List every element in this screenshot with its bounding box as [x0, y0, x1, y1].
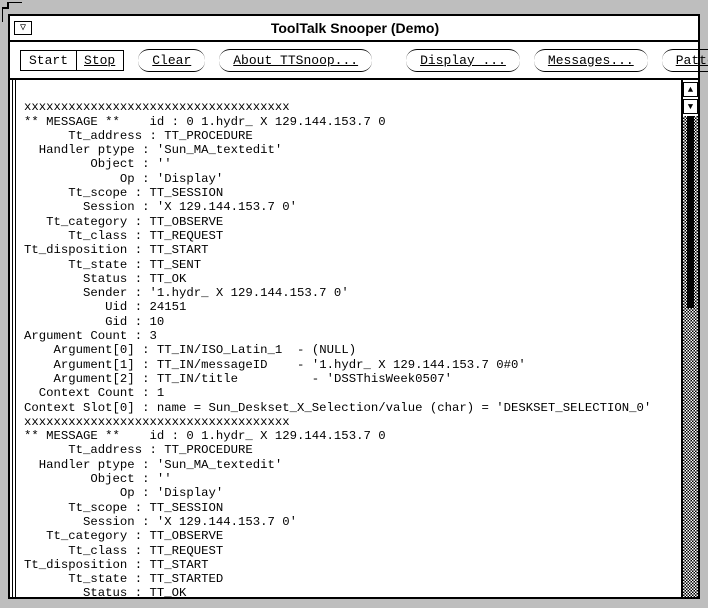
message-field-0-5: Session : 'X 129.144.153.7 0'	[24, 200, 297, 214]
title-bar: ▽ ToolTalk Snooper (Demo)	[10, 16, 698, 42]
message-field-1-4: Tt_scope : TT_SESSION	[24, 501, 223, 515]
scrollbar-track[interactable]	[683, 116, 698, 597]
message-field-1-5: Session : 'X 129.144.153.7 0'	[24, 515, 297, 529]
message-field-0-11: Sender : '1.hydr_ X 129.144.153.7 0'	[24, 286, 349, 300]
message-field-1-8: Tt_disposition : TT_START	[24, 558, 209, 572]
message-context-count-0: Context Count : 1	[24, 386, 164, 400]
message-field-0-12: Uid : 24151	[24, 300, 186, 314]
message-field-0-10: Status : TT_OK	[24, 272, 186, 286]
window-title: ToolTalk Snooper (Demo)	[32, 20, 698, 36]
message-field-0-2: Object : ''	[24, 157, 172, 171]
patterns-button[interactable]: Patterns...	[662, 49, 708, 72]
message-field-1-6: Tt_category : TT_OBSERVE	[24, 529, 223, 543]
message-log[interactable]: xxxxxxxxxxxxxxxxxxxxxxxxxxxxxxxxxxxx ** …	[18, 80, 681, 597]
left-divider-lines	[10, 80, 16, 597]
message-field-0-14: Argument Count : 3	[24, 329, 157, 343]
message-field-0-1: Handler ptype : 'Sun_MA_textedit'	[24, 143, 282, 157]
start-stop-toggle[interactable]: Start Stop	[20, 50, 124, 71]
message-separator-1: xxxxxxxxxxxxxxxxxxxxxxxxxxxxxxxxxxxx	[24, 415, 290, 429]
stop-button[interactable]: Stop	[76, 51, 123, 70]
message-arg-0-1: Argument[1] : TT_IN/messageID - '1.hydr_…	[24, 358, 526, 372]
message-field-0-13: Gid : 10	[24, 315, 164, 329]
message-field-1-7: Tt_class : TT_REQUEST	[24, 544, 223, 558]
content-area: xxxxxxxxxxxxxxxxxxxxxxxxxxxxxxxxxxxx ** …	[10, 80, 698, 597]
scrollbar-thumb[interactable]	[687, 116, 694, 308]
message-arg-0-2: Argument[2] : TT_IN/title - 'DSSThisWeek…	[24, 372, 452, 386]
message-field-0-7: Tt_class : TT_REQUEST	[24, 229, 223, 243]
message-field-0-9: Tt_state : TT_SENT	[24, 258, 201, 272]
message-field-1-1: Handler ptype : 'Sun_MA_textedit'	[24, 458, 282, 472]
scrollbar-up-arrow[interactable]: ▲	[683, 82, 698, 97]
message-field-0-6: Tt_category : TT_OBSERVE	[24, 215, 223, 229]
message-header-0: ** MESSAGE ** id : 0 1.hydr_ X 129.144.1…	[24, 115, 386, 129]
message-field-0-3: Op : 'Display'	[24, 172, 223, 186]
clear-button[interactable]: Clear	[138, 49, 205, 72]
about-ttsnoop-button[interactable]: About TTSnoop...	[219, 49, 372, 72]
toolbar: Start Stop Clear About TTSnoop... Displa…	[10, 42, 698, 80]
scrollbar-down-arrow[interactable]: ▼	[683, 99, 698, 114]
message-field-0-8: Tt_disposition : TT_START	[24, 243, 209, 257]
message-field-0-0: Tt_address : TT_PROCEDURE	[24, 129, 253, 143]
message-field-0-4: Tt_scope : TT_SESSION	[24, 186, 223, 200]
app-window: ▽ ToolTalk Snooper (Demo) Start Stop Cle…	[8, 14, 700, 599]
message-field-1-10: Status : TT_OK	[24, 586, 186, 597]
messages-button[interactable]: Messages...	[534, 49, 648, 72]
message-field-1-3: Op : 'Display'	[24, 486, 223, 500]
message-field-1-0: Tt_address : TT_PROCEDURE	[24, 443, 253, 457]
message-field-1-9: Tt_state : TT_STARTED	[24, 572, 223, 586]
message-arg-0-0: Argument[0] : TT_IN/ISO_Latin_1 - (NULL)	[24, 343, 356, 357]
message-field-1-2: Object : ''	[24, 472, 172, 486]
message-context-slot-0: Context Slot[0] : name = Sun_Deskset_X_S…	[24, 401, 651, 415]
message-header-1: ** MESSAGE ** id : 0 1.hydr_ X 129.144.1…	[24, 429, 386, 443]
window-menu-button[interactable]: ▽	[14, 21, 32, 35]
start-button[interactable]: Start	[20, 50, 77, 71]
message-separator-0: xxxxxxxxxxxxxxxxxxxxxxxxxxxxxxxxxxxx	[24, 100, 290, 114]
vertical-scrollbar[interactable]: ▲ ▼	[681, 80, 698, 597]
display-button[interactable]: Display ...	[406, 49, 520, 72]
